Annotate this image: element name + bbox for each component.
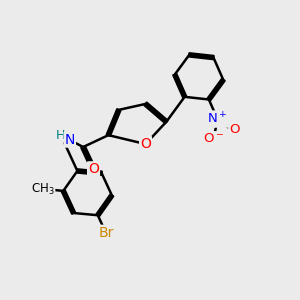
Text: O: O	[140, 137, 151, 151]
Text: Br: Br	[98, 226, 114, 240]
Text: O: O	[88, 162, 99, 176]
Text: N: N	[64, 133, 75, 147]
Text: H: H	[56, 129, 65, 142]
Text: N$^+$: N$^+$	[207, 111, 228, 127]
Text: CH$_3$: CH$_3$	[31, 182, 54, 196]
Text: O$^-$: O$^-$	[203, 132, 224, 145]
Text: O: O	[229, 123, 240, 136]
